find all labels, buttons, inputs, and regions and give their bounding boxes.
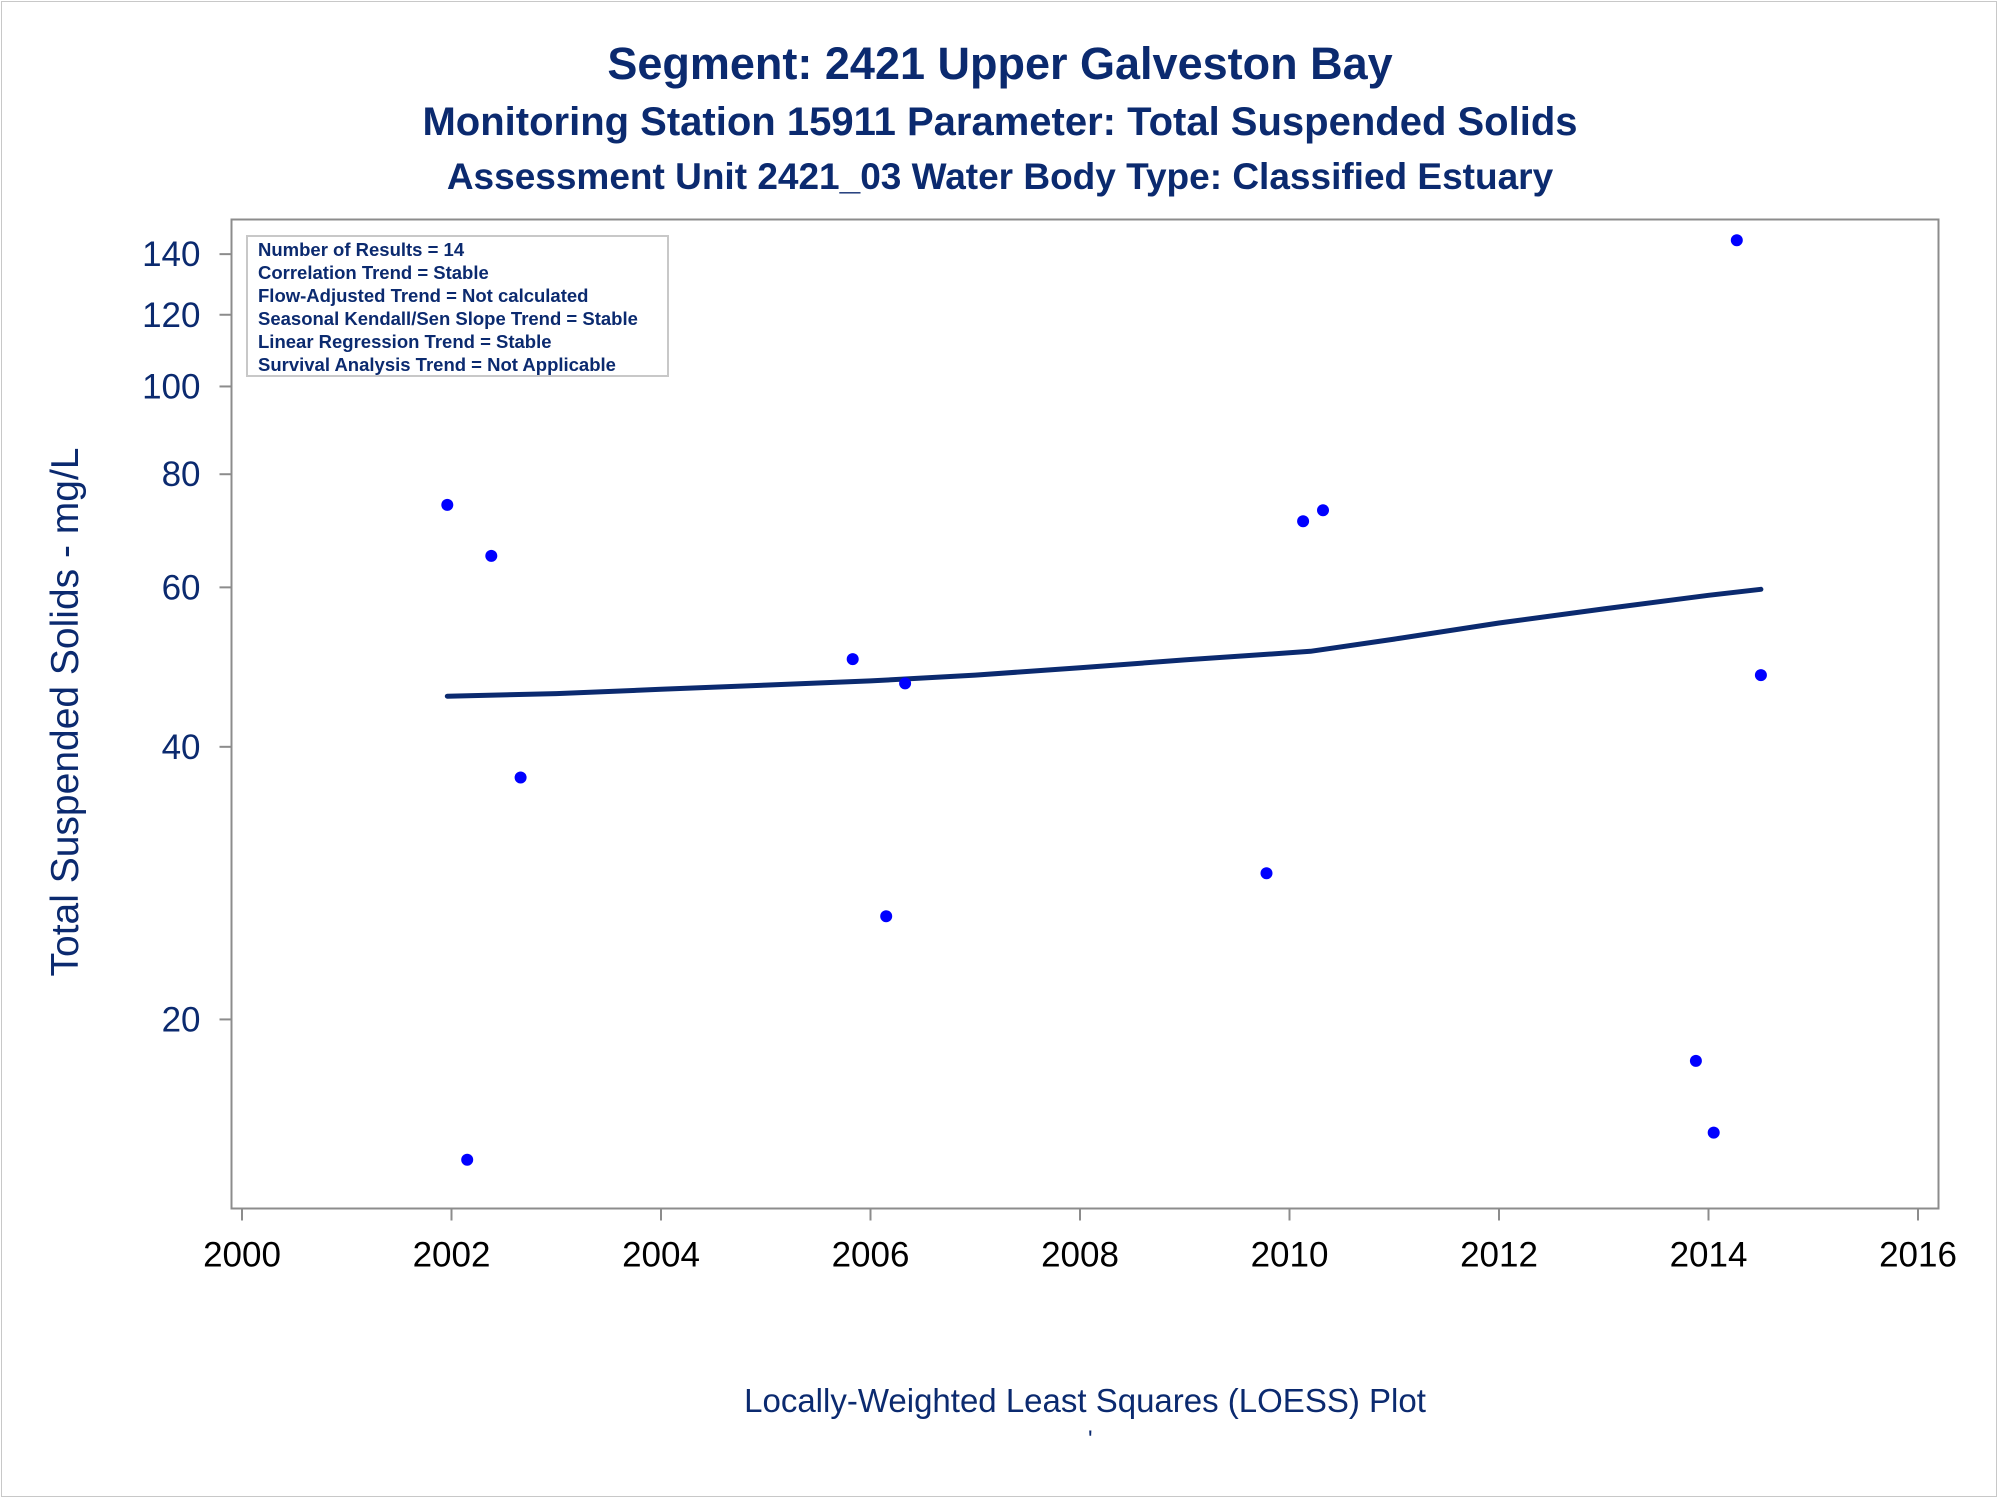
loess-curve: [444, 586, 1764, 699]
data-point: [1707, 1126, 1720, 1139]
x-tick-label: 2006: [832, 1236, 910, 1275]
x-tick-label: 2002: [413, 1236, 491, 1275]
data-point: [1297, 515, 1310, 528]
data-points-group: [441, 234, 1767, 1166]
data-point: [1689, 1054, 1702, 1067]
y-tick-label: 20: [162, 1000, 201, 1039]
stat-seasonal-kendall-trend: Seasonal Kendall/Sen Slope Trend = Stabl…: [258, 308, 638, 329]
y-tick-label: 100: [142, 367, 200, 406]
x-tick-label: 2000: [203, 1236, 281, 1275]
footnote: Locally-Weighted Least Squares (LOESS) P…: [744, 1382, 1426, 1419]
data-point: [880, 910, 893, 923]
plot-area: [230, 218, 1940, 1210]
y-axis-label: Total Suspended Solids - mg/L: [44, 448, 87, 977]
data-point: [1317, 504, 1329, 517]
data-point: [1260, 867, 1273, 880]
stat-flow-adjusted-trend: Flow-Adjusted Trend = Not calculated: [258, 285, 588, 306]
x-tick-label: 2016: [1879, 1236, 1957, 1275]
data-point: [1754, 669, 1767, 682]
x-tick-label: 2010: [1251, 1236, 1329, 1275]
statistics-legend-box: [246, 235, 669, 377]
chart-subtitle-2: Assessment Unit 2421_03 Water Body Type:…: [446, 156, 1554, 197]
loess-curve-group: [444, 586, 1764, 699]
x-tick-label: 2014: [1670, 1236, 1748, 1275]
chart-subtitle: Monitoring Station 15911 Parameter: Tota…: [422, 100, 1578, 144]
stat-linear-regression-trend: Linear Regression Trend = Stable: [258, 331, 552, 352]
data-point: [1730, 234, 1743, 247]
x-tick-label: 2012: [1460, 1236, 1538, 1275]
data-point: [514, 771, 527, 784]
y-tick-label: 120: [142, 296, 200, 335]
y-tick-label: 80: [162, 455, 201, 494]
x-axis: 2000 2002 2004 2006 2008 2010 2012 2014 2016: [203, 1208, 1957, 1275]
data-point: [485, 549, 498, 562]
y-tick-label: 140: [142, 235, 200, 274]
x-tick-label: 2008: [1041, 1236, 1119, 1275]
data-point: [899, 677, 912, 690]
chart-title: Segment: 2421 Upper Galveston Bay: [607, 38, 1393, 89]
y-tick-label: 40: [162, 728, 201, 767]
stat-survival-analysis-trend: Survival Analysis Trend = Not Applicable: [258, 354, 616, 375]
statistics-legend: Number of Results = 14 Correlation Trend…: [246, 235, 669, 377]
data-point: [846, 653, 859, 666]
x-tick-label: 2004: [622, 1236, 700, 1275]
y-tick-label: 60: [162, 568, 201, 607]
data-point: [441, 498, 454, 511]
footnote-mark: ': [1088, 1426, 1093, 1453]
y-axis: 20 40 60 80 100 120 140: [142, 235, 232, 1039]
stat-correlation-trend: Correlation Trend = Stable: [258, 262, 489, 283]
stat-number-of-results: Number of Results = 14: [258, 239, 465, 260]
data-point: [461, 1153, 474, 1166]
